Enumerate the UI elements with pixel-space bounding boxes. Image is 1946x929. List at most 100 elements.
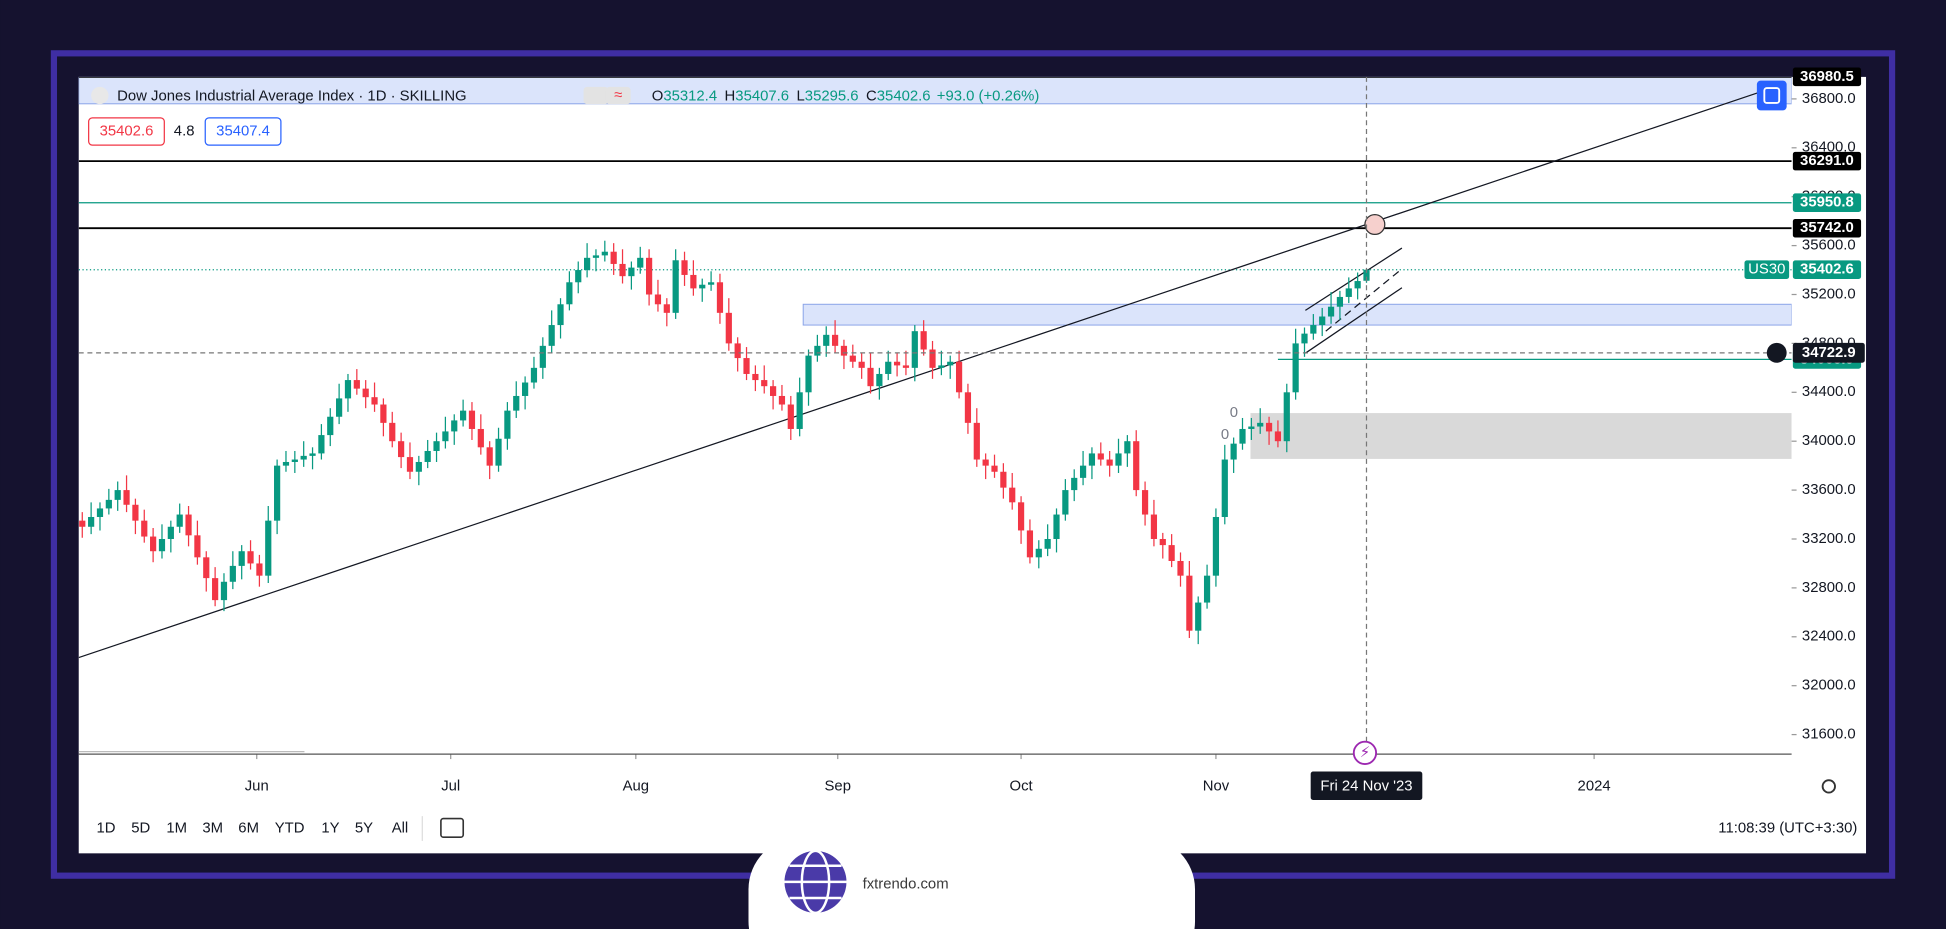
candle-body <box>460 410 467 421</box>
candle-body <box>628 267 635 277</box>
candle-body <box>238 551 245 566</box>
candle-body <box>1186 575 1193 631</box>
candle-body <box>380 404 387 423</box>
add-alert-button[interactable] <box>1766 342 1787 363</box>
date-range-button[interactable] <box>440 817 465 839</box>
symbol-tag: US30 <box>1748 262 1785 278</box>
candle-body <box>681 260 688 275</box>
candle-body <box>938 365 945 368</box>
candle-body <box>725 312 732 344</box>
alert-marker[interactable] <box>1364 213 1386 236</box>
fullscreen-button[interactable] <box>1756 80 1787 111</box>
candle-body <box>1292 343 1299 393</box>
candle-body <box>769 386 777 396</box>
candle-body <box>1257 422 1264 427</box>
candle-body <box>716 282 724 313</box>
candle-body <box>1026 530 1034 558</box>
candle-body <box>309 453 316 456</box>
candle-body <box>885 361 892 374</box>
candle-body <box>486 447 493 466</box>
candle-body <box>1168 545 1175 561</box>
candle-body <box>1124 441 1131 454</box>
candle-body <box>964 392 972 423</box>
range-toolbar: 1D 5D 1M 3M 6M YTD 1Y 5Y All <box>97 820 409 836</box>
candle-body <box>920 331 927 350</box>
candle-body <box>637 257 644 268</box>
level-label: 35402.6 <box>1800 262 1854 278</box>
axes: 31600.0 32000.0 32400.0 32800.0 33200.0 33600… <box>245 67 1865 801</box>
candle-body <box>1230 443 1237 460</box>
candle-body <box>699 284 706 289</box>
candle-body <box>557 304 564 326</box>
candle-body <box>513 395 520 411</box>
candle-body <box>1354 281 1361 289</box>
candle-body <box>79 520 86 527</box>
crosshair-x-box <box>1310 771 1423 801</box>
candle-body <box>88 516 95 527</box>
x-tick-label: 2024 <box>1578 778 1611 794</box>
candle-body <box>823 334 830 346</box>
bid-price: 35402.6 <box>100 123 154 139</box>
range-button[interactable]: 5D <box>131 820 150 836</box>
candle-body <box>610 251 617 264</box>
level-label-box <box>1792 260 1862 280</box>
candle-body <box>991 465 998 472</box>
candle-body <box>867 367 874 387</box>
trendline <box>1325 268 1403 332</box>
zone <box>802 303 1792 326</box>
wave-button[interactable] <box>605 86 631 105</box>
candle-body <box>1159 538 1166 546</box>
brand-name: fxtrendo.com <box>863 876 949 892</box>
trendline <box>78 90 1762 659</box>
candle-body <box>778 395 786 405</box>
range-button[interactable]: 3M <box>202 820 223 836</box>
range-button[interactable]: 1D <box>97 820 116 836</box>
range-button[interactable]: 1Y <box>321 820 339 836</box>
candle-body <box>1221 459 1228 517</box>
x-tick-label: Oct <box>1010 778 1034 794</box>
candle-body <box>371 397 378 405</box>
candle-body <box>433 441 440 451</box>
candle-body <box>468 410 476 429</box>
candle-body <box>1195 602 1202 631</box>
clock: 11:08:39 (UTC+3:30) <box>1718 820 1857 836</box>
candle-body <box>814 345 821 356</box>
candle-body <box>477 428 484 448</box>
candle-body <box>212 578 219 601</box>
wave-icon: ≈ <box>614 87 622 103</box>
candle-body <box>132 504 139 521</box>
range-button[interactable]: 1M <box>166 820 187 836</box>
candle-body <box>176 514 183 527</box>
eye-button[interactable] <box>583 86 609 105</box>
candle-body <box>911 331 918 368</box>
candle-body <box>229 565 236 582</box>
candle-body <box>601 251 608 256</box>
candle-body <box>1248 426 1255 429</box>
candle-body <box>344 380 352 399</box>
range-button[interactable]: All <box>392 820 409 836</box>
symbol-tag-box <box>1744 260 1790 280</box>
candle-body <box>442 431 449 442</box>
bid-box[interactable] <box>88 117 165 146</box>
event-marker[interactable] <box>1352 740 1378 765</box>
annotation: 0 <box>1221 427 1229 443</box>
candle-body <box>1265 422 1273 432</box>
range-button[interactable]: 5Y <box>355 820 373 836</box>
candle-body <box>1088 453 1096 466</box>
ask-box[interactable] <box>204 117 282 146</box>
x-tick-label: Sep <box>825 778 851 794</box>
candle-body <box>929 349 936 368</box>
candle-body <box>424 450 431 462</box>
candle-body <box>415 461 422 472</box>
candle-body <box>1079 465 1087 478</box>
range-button[interactable]: YTD <box>275 820 305 836</box>
range-button[interactable]: 6M <box>238 820 259 836</box>
candle-body <box>123 490 130 505</box>
candle-body <box>743 358 750 374</box>
x-tick-label: Aug <box>623 778 649 794</box>
candle-body <box>787 404 794 429</box>
candle-body <box>982 459 989 466</box>
settings-button[interactable] <box>1821 779 1836 794</box>
candle-body <box>1062 490 1069 515</box>
candle-body <box>575 270 582 283</box>
